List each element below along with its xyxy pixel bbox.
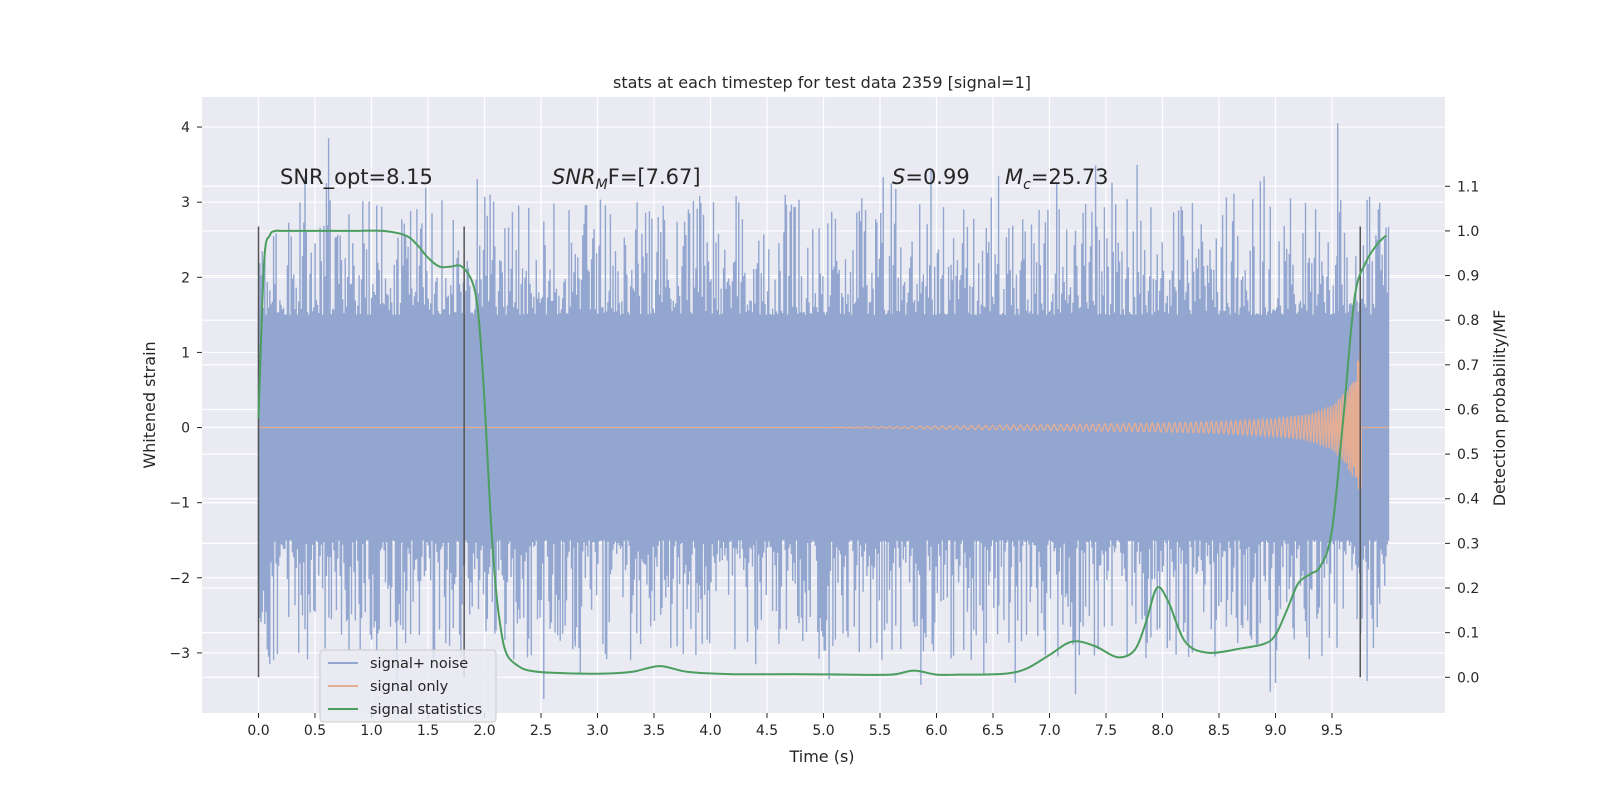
y-tick-label: 1 <box>181 345 190 361</box>
x-tick-label: 7.0 <box>1038 723 1060 739</box>
annotation-s: S=0.99 <box>892 165 970 189</box>
x-axis-label: Time (s) <box>788 747 854 766</box>
annotation-snr-mf-rest: F=[7.67] <box>608 165 701 189</box>
x-tick-label: 4.5 <box>756 723 778 739</box>
x-tick-label: 0.0 <box>247 723 269 739</box>
x-tick-label: 1.5 <box>417 723 439 739</box>
y2-tick-label: 0.7 <box>1457 358 1479 374</box>
x-tick-label: 5.0 <box>812 723 834 739</box>
y2-tick-label: 0.5 <box>1457 447 1479 463</box>
y2-tick-label: 0.2 <box>1457 581 1479 597</box>
y2-tick-label: 0.9 <box>1457 269 1479 285</box>
y-tick-label: 0 <box>181 421 190 437</box>
annotation-snr-mf: SNRMF=[7.67] <box>552 165 701 193</box>
legend-label-signal-plus-noise: signal+ noise <box>370 656 468 672</box>
signal-statistics-line <box>257 229 1387 676</box>
y2-tick-label: 0.1 <box>1457 626 1479 642</box>
series-signal-only <box>258 347 1389 510</box>
axis-ticks: 0.0 0.5 1.0 1.5 2.0 2.5 3.0 3.5 4.0 4.5 5.0 5.5 6.0 6… <box>169 120 1479 739</box>
x-tick-label: 2.5 <box>530 723 552 739</box>
y2-tick-label: 0.0 <box>1457 670 1479 686</box>
y2-tick-label: 0.6 <box>1457 402 1479 418</box>
x-tick-label: 4.0 <box>699 723 721 739</box>
annotation-mc-rest: =25.73 <box>1031 165 1109 189</box>
y-tick-label: 4 <box>181 120 190 136</box>
x-tick-label: 0.5 <box>304 723 326 739</box>
y-tick-label: −2 <box>169 571 190 587</box>
chart-title: stats at each timestep for test data 235… <box>613 73 1031 92</box>
annotation-snr-mf-main: SNR <box>552 165 596 189</box>
x-tick-label: 8.0 <box>1151 723 1173 739</box>
y-tick-label: 3 <box>181 195 190 211</box>
x-tick-label: 9.5 <box>1321 723 1343 739</box>
y2-tick-label: 0.3 <box>1457 536 1479 552</box>
annotation-s-main: S <box>892 165 905 189</box>
series-signal-statistics <box>257 229 1387 676</box>
vertical-markers <box>257 226 1361 678</box>
y2-axis-label: Detection probability/MF <box>1490 310 1509 507</box>
x-tick-label: 5.5 <box>869 723 891 739</box>
y-tick-label: −3 <box>169 646 190 662</box>
y2-tick-label: 1.1 <box>1457 179 1479 195</box>
annotation-snr-mf-sub: M <box>596 177 608 193</box>
x-tick-label: 3.0 <box>586 723 608 739</box>
x-tick-label: 8.5 <box>1208 723 1230 739</box>
legend-label-signal-statistics: signal statistics <box>370 702 482 718</box>
x-tick-label: 1.0 <box>360 723 382 739</box>
y2-tick-label: 1.0 <box>1457 224 1479 240</box>
legend-label-signal-only: signal only <box>370 679 449 695</box>
legend-box <box>319 649 497 723</box>
x-tick-label: 6.0 <box>925 723 947 739</box>
annotation-mc-main: M <box>1005 165 1023 189</box>
annotation-mc: Mc=25.73 <box>1005 165 1109 193</box>
y-tick-label: −1 <box>169 496 190 512</box>
annotation-mc-sub: c <box>1023 177 1031 193</box>
y-tick-label: 2 <box>181 270 190 286</box>
annotation-snr-opt: SNR_opt=8.15 <box>280 165 433 190</box>
x-tick-label: 3.5 <box>643 723 665 739</box>
x-tick-label: 9.0 <box>1264 723 1286 739</box>
x-tick-label: 2.0 <box>473 723 495 739</box>
y2-tick-label: 0.8 <box>1457 313 1479 329</box>
signal-only-trace <box>258 347 1389 510</box>
y-axis-label: Whitened strain <box>140 341 159 468</box>
legend: signal+ noise signal only signal statist… <box>319 649 497 723</box>
y2-tick-label: 0.4 <box>1457 492 1479 508</box>
annotation-s-rest: =0.99 <box>905 165 969 189</box>
x-tick-label: 7.5 <box>1095 723 1117 739</box>
x-tick-label: 6.5 <box>982 723 1004 739</box>
